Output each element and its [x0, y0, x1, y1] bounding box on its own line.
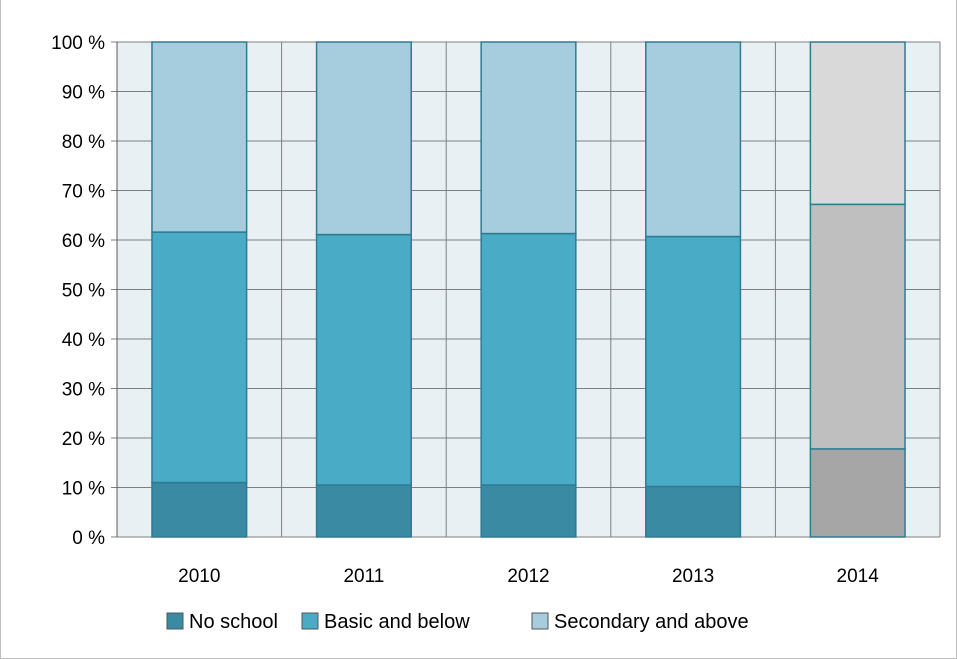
y-tick-label: 80 %	[62, 132, 105, 153]
legend-label: Basic and below	[324, 611, 470, 633]
x-axis: 2010 2011 2012 2013 2014	[178, 566, 879, 587]
bar-segment	[315, 233, 412, 486]
bar-segment	[315, 484, 412, 538]
y-tick-label: 60 %	[62, 231, 105, 252]
bar-segment	[809, 41, 906, 206]
legend-swatch	[301, 612, 319, 630]
bar-stack	[809, 41, 906, 538]
bar-segment	[480, 232, 577, 486]
bar-segment	[645, 485, 742, 538]
bar-segment	[151, 481, 248, 538]
legend-item: Basic and below	[301, 611, 470, 633]
y-tick-label: 0 %	[72, 528, 105, 549]
bar-stack	[645, 41, 742, 538]
bar-stack	[151, 41, 248, 538]
bar-segment	[809, 448, 906, 538]
x-tick-label: 2010	[178, 566, 220, 587]
bar-segment	[480, 484, 577, 538]
legend-label: No school	[189, 611, 278, 633]
bar-segment	[151, 231, 248, 484]
legend: No school Basic and below Secondary and ab…	[166, 611, 749, 633]
y-tick-label: 90 %	[62, 83, 105, 104]
y-axis: 0 % 10 % 20 % 30 % 40 % 50 % 60 % 70 % 80 % 90 % 1…	[51, 33, 118, 549]
bar-segment	[809, 203, 906, 450]
bar-segment	[480, 41, 577, 235]
bar-segment	[151, 41, 248, 233]
y-tick-label: 20 %	[62, 429, 105, 450]
bars	[151, 41, 906, 538]
legend-swatch	[166, 612, 184, 630]
legend-item: No school	[166, 611, 278, 633]
bar-segment	[645, 41, 742, 238]
y-tick-label: 10 %	[62, 479, 105, 500]
bar-segment	[645, 235, 742, 488]
x-tick-label: 2014	[837, 566, 880, 587]
bar-segment	[315, 41, 412, 236]
y-tick-label: 70 %	[62, 182, 105, 203]
bar-stack	[480, 41, 577, 538]
y-tick-label: 100 %	[51, 33, 105, 54]
y-tick-label: 50 %	[62, 281, 105, 302]
x-tick-label: 2011	[343, 566, 384, 587]
x-tick-label: 2012	[507, 566, 549, 587]
x-tick-label: 2013	[672, 566, 714, 587]
y-tick-label: 40 %	[62, 330, 105, 351]
legend-item: Secondary and above	[531, 611, 749, 633]
bar-stack	[315, 41, 412, 538]
legend-swatch	[531, 612, 549, 630]
legend-label: Secondary and above	[554, 611, 749, 633]
y-tick-label: 30 %	[62, 380, 105, 401]
